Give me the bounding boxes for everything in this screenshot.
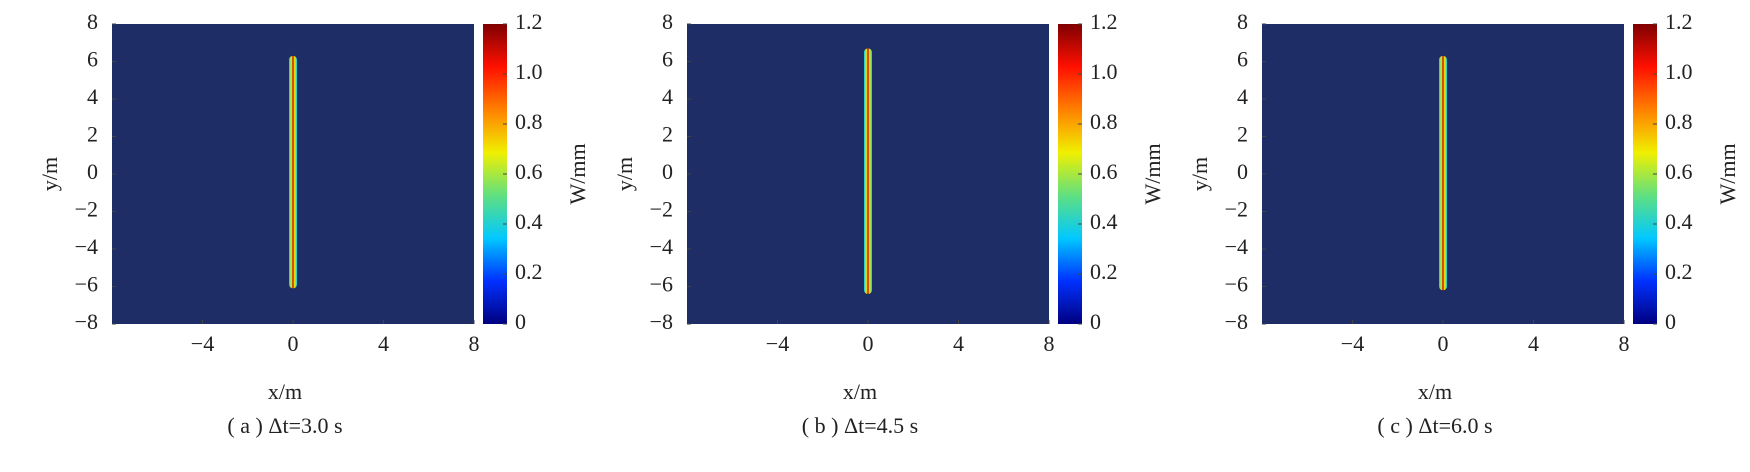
x-tick-label: 8 (1619, 331, 1630, 356)
y-tick-label: 6 (1237, 47, 1248, 72)
y-tick-label: −2 (650, 197, 673, 222)
x-tick-label: 0 (863, 331, 874, 356)
x-tick-label: 8 (1044, 331, 1055, 356)
colorbar-tick-label: 1.2 (1090, 9, 1118, 34)
y-tick-label: −8 (75, 309, 98, 334)
y-tick-label: −4 (75, 234, 98, 259)
y-tick-label: −6 (650, 272, 673, 297)
y-tick-label: −6 (75, 272, 98, 297)
y-tick-label: 2 (87, 122, 98, 147)
colorbar-tick-label: 0.6 (1665, 159, 1693, 184)
y-tick-label: −2 (1225, 197, 1248, 222)
colorbar-tick-label: 1.2 (1665, 9, 1693, 34)
y-tick-label: 0 (87, 159, 98, 184)
y-tick-label: 6 (87, 47, 98, 72)
y-tick-label: 0 (662, 159, 673, 184)
colorbar-tick-label: 0.6 (1090, 159, 1118, 184)
colorbar-tick-label: 0.4 (515, 209, 543, 234)
colorbar-tick-label: 0 (1665, 309, 1676, 334)
crack (289, 55, 297, 289)
colorbar-tick-label: 0.4 (1090, 209, 1118, 234)
crack (864, 48, 872, 294)
colorbar-tick-label: 0.2 (515, 259, 543, 284)
colorbar-tick-label: 1.0 (1665, 59, 1693, 84)
colorbar-tick-label: 0.4 (1665, 209, 1693, 234)
colorbar-label: W/mm (1715, 143, 1740, 204)
colorbar-tick-label: 0.8 (515, 109, 543, 134)
x-tick-label: 4 (378, 331, 389, 356)
y-tick-label: 8 (662, 9, 673, 34)
colorbar-label: W/mm (1140, 143, 1165, 204)
x-tick-label: −4 (191, 331, 214, 356)
y-tick-label: 6 (662, 47, 673, 72)
y-tick-label: 0 (1237, 159, 1248, 184)
panel-title: ( c ) Δt=6.0 s (1377, 413, 1492, 438)
panel-title: ( b ) Δt=4.5 s (802, 413, 918, 438)
x-tick-label: 4 (1528, 331, 1539, 356)
y-tick-label: 2 (662, 122, 673, 147)
colorbar-tick-label: 0 (1090, 309, 1101, 334)
colorbar-tick-label: 0.8 (1665, 109, 1693, 134)
x-axis-label: x/m (1418, 379, 1452, 404)
y-tick-label: −8 (650, 309, 673, 334)
colorbar-tick-label: 0 (515, 309, 526, 334)
x-axis-label: x/m (843, 379, 877, 404)
y-tick-label: 8 (87, 9, 98, 34)
colorbar-tick-label: 0.8 (1090, 109, 1118, 134)
y-axis-label: y/m (612, 157, 637, 191)
colorbar-tick-label: 1.0 (1090, 59, 1118, 84)
colorbar-tick-label: 1.0 (515, 59, 543, 84)
x-tick-label: 8 (469, 331, 480, 356)
colorbar-tick-label: 1.2 (515, 9, 543, 34)
x-tick-label: −4 (766, 331, 789, 356)
y-tick-label: −4 (650, 234, 673, 259)
x-tick-label: 0 (288, 331, 299, 356)
x-tick-label: 0 (1438, 331, 1449, 356)
y-tick-label: 8 (1237, 9, 1248, 34)
panel-title: ( a ) Δt=3.0 s (227, 413, 342, 438)
crack (1439, 55, 1447, 291)
colorbar-tick-label: 0.2 (1665, 259, 1693, 284)
y-tick-label: −4 (1225, 234, 1248, 259)
y-tick-label: 2 (1237, 122, 1248, 147)
y-tick-label: 4 (1237, 84, 1248, 109)
colorbar-tick-label: 0.2 (1090, 259, 1118, 284)
y-tick-label: 4 (662, 84, 673, 109)
x-tick-label: −4 (1341, 331, 1364, 356)
y-tick-label: −6 (1225, 272, 1248, 297)
y-tick-label: −8 (1225, 309, 1248, 334)
x-tick-label: 4 (953, 331, 964, 356)
colorbar-label: W/mm (565, 143, 590, 204)
x-axis-label: x/m (268, 379, 302, 404)
y-axis-label: y/m (37, 157, 62, 191)
y-axis-label: y/m (1187, 157, 1212, 191)
y-tick-label: 4 (87, 84, 98, 109)
colorbar-tick-label: 0.6 (515, 159, 543, 184)
y-tick-label: −2 (75, 197, 98, 222)
